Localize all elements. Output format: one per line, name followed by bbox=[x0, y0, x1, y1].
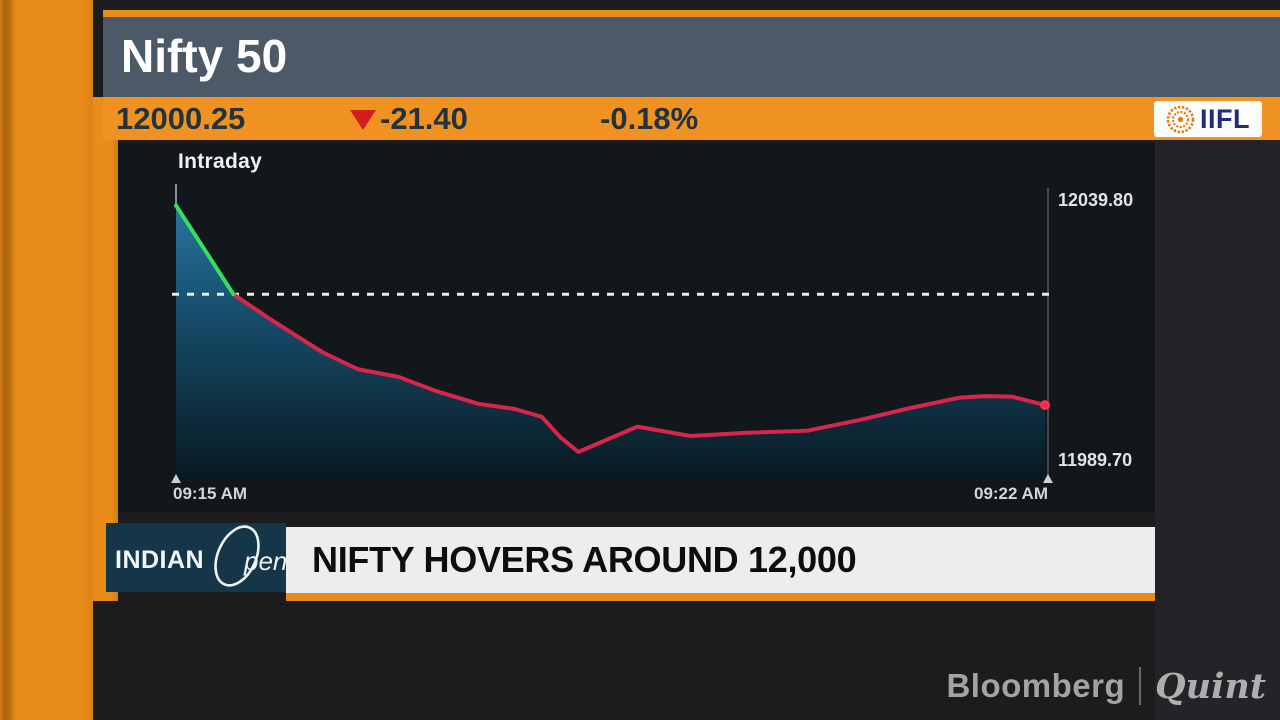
open-o-ellipse-icon bbox=[214, 525, 260, 587]
index-change: -21.40 bbox=[380, 100, 468, 136]
headline-text: NIFTY HOVERS AROUND 12,000 bbox=[312, 539, 857, 580]
index-header: Nifty 50 bbox=[103, 10, 1280, 97]
left-orange-stripe-band bbox=[93, 97, 118, 601]
indian-open-logo: INDIAN pen bbox=[106, 523, 287, 592]
intraday-chart bbox=[171, 184, 1053, 483]
price-line-up bbox=[174, 203, 236, 297]
index-title: Nifty 50 bbox=[121, 30, 288, 82]
ticker-bar: 12000.25 -21.40 -0.18% IIFL bbox=[103, 97, 1280, 140]
program-name-part2: pen bbox=[243, 546, 286, 576]
index-price: 12000.25 bbox=[116, 101, 246, 136]
x-axis-label-start: 09:15 AM bbox=[173, 484, 248, 503]
bloomberg-quint-logo: Bloomberg Quint bbox=[946, 664, 1266, 708]
area-fill bbox=[176, 205, 1045, 480]
chart-title: Intraday bbox=[178, 150, 263, 173]
intraday-chart-panel: Intraday 12039.80 11989.70 09:15 AM 09:2… bbox=[118, 143, 1155, 512]
headline-banner: NIFTY HOVERS AROUND 12,000 bbox=[286, 527, 1155, 601]
brand-separator bbox=[1139, 667, 1142, 705]
indian-open-logo-art: INDIAN pen bbox=[115, 525, 287, 587]
iifl-emblem-icon bbox=[1166, 105, 1195, 133]
left-orange-stripe bbox=[0, 0, 93, 720]
iifl-logo: IIFL bbox=[1154, 101, 1262, 137]
y-axis-label-high: 12039.80 bbox=[1058, 190, 1134, 210]
iifl-logo-text: IIFL bbox=[1200, 104, 1250, 134]
bloomberg-wordmark: Bloomberg bbox=[946, 667, 1126, 704]
index-change-group: -21.40 bbox=[350, 97, 468, 140]
price-line-down bbox=[231, 292, 1047, 454]
x-axis-label-end: 09:22 AM bbox=[973, 484, 1048, 503]
x-start-caret-icon bbox=[171, 474, 181, 483]
program-name-part1: INDIAN bbox=[115, 546, 204, 574]
down-arrow-icon bbox=[350, 110, 376, 130]
last-price-dot bbox=[1040, 400, 1050, 411]
y-axis-label-low: 11989.70 bbox=[1058, 450, 1133, 470]
quint-wordmark: Quint bbox=[1155, 665, 1266, 707]
right-background-column bbox=[1155, 140, 1280, 720]
index-change-percent: -0.18% bbox=[600, 101, 699, 136]
x-end-caret-icon bbox=[1043, 474, 1053, 483]
